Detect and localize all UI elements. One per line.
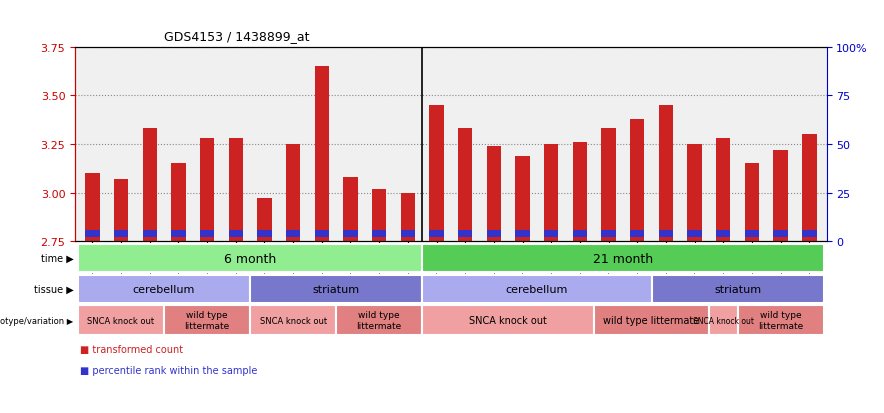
Text: SNCA knock out: SNCA knock out: [469, 316, 547, 325]
Text: cerebellum: cerebellum: [506, 284, 568, 294]
Bar: [171, 230, 186, 237]
Bar: [630, 119, 644, 242]
Bar: [544, 230, 559, 237]
Bar: [573, 230, 587, 237]
Bar: [515, 156, 530, 242]
Bar: [774, 230, 788, 237]
Bar: [372, 230, 386, 237]
Text: striatum: striatum: [313, 284, 360, 294]
Bar: [229, 139, 243, 242]
Bar: [200, 139, 214, 242]
FancyBboxPatch shape: [250, 306, 336, 335]
Bar: [601, 230, 616, 237]
Bar: [315, 230, 329, 237]
Text: cerebellum: cerebellum: [133, 284, 195, 294]
Bar: [85, 230, 100, 237]
Bar: [802, 135, 817, 242]
Bar: [515, 230, 530, 237]
FancyBboxPatch shape: [652, 275, 824, 303]
FancyBboxPatch shape: [78, 306, 164, 335]
Bar: [601, 129, 616, 242]
Text: striatum: striatum: [714, 284, 761, 294]
Bar: [430, 106, 444, 242]
Bar: [688, 145, 702, 242]
Bar: [315, 67, 329, 242]
FancyBboxPatch shape: [594, 306, 709, 335]
Text: SNCA knock out: SNCA knock out: [693, 316, 754, 325]
Bar: [716, 139, 730, 242]
Bar: [458, 129, 472, 242]
FancyBboxPatch shape: [336, 306, 423, 335]
Bar: [544, 145, 559, 242]
Bar: [229, 230, 243, 237]
Bar: [458, 230, 472, 237]
Bar: [745, 230, 759, 237]
Bar: [114, 230, 128, 237]
Bar: [745, 164, 759, 242]
Bar: [659, 230, 673, 237]
FancyBboxPatch shape: [164, 306, 250, 335]
Bar: [142, 129, 156, 242]
Text: GDS4153 / 1438899_at: GDS4153 / 1438899_at: [164, 31, 309, 43]
Text: genotype/variation ▶: genotype/variation ▶: [0, 316, 73, 325]
FancyBboxPatch shape: [250, 275, 423, 303]
Bar: [114, 180, 128, 242]
Bar: [688, 230, 702, 237]
Bar: [142, 230, 156, 237]
FancyBboxPatch shape: [709, 306, 737, 335]
Bar: [171, 164, 186, 242]
FancyBboxPatch shape: [737, 306, 824, 335]
Text: 6 month: 6 month: [224, 252, 276, 265]
Text: tissue ▶: tissue ▶: [34, 284, 73, 294]
Bar: [659, 106, 673, 242]
Bar: [286, 145, 301, 242]
Text: SNCA knock out: SNCA knock out: [260, 316, 327, 325]
Bar: [430, 230, 444, 237]
Bar: [400, 193, 415, 242]
FancyBboxPatch shape: [423, 275, 652, 303]
Text: time ▶: time ▶: [41, 254, 73, 263]
Bar: [630, 230, 644, 237]
FancyBboxPatch shape: [78, 244, 423, 273]
Text: 21 month: 21 month: [593, 252, 653, 265]
Bar: [343, 178, 358, 242]
Text: wild type
littermate: wild type littermate: [185, 311, 230, 330]
Bar: [400, 230, 415, 237]
Bar: [774, 150, 788, 242]
Text: SNCA knock out: SNCA knock out: [88, 316, 155, 325]
Bar: [85, 173, 100, 242]
Text: wild type
littermate: wild type littermate: [356, 311, 401, 330]
Bar: [802, 230, 817, 237]
Bar: [257, 199, 271, 242]
FancyBboxPatch shape: [423, 244, 824, 273]
FancyBboxPatch shape: [78, 275, 250, 303]
Text: wild type littermate: wild type littermate: [604, 316, 700, 325]
Bar: [573, 142, 587, 242]
Bar: [257, 230, 271, 237]
Bar: [372, 189, 386, 242]
Bar: [487, 230, 501, 237]
Text: ■ percentile rank within the sample: ■ percentile rank within the sample: [80, 365, 257, 375]
Bar: [487, 147, 501, 242]
Bar: [286, 230, 301, 237]
Bar: [200, 230, 214, 237]
FancyBboxPatch shape: [423, 306, 594, 335]
Text: wild type
littermate: wild type littermate: [758, 311, 804, 330]
Text: ■ transformed count: ■ transformed count: [80, 344, 183, 354]
Bar: [343, 230, 358, 237]
Bar: [716, 230, 730, 237]
